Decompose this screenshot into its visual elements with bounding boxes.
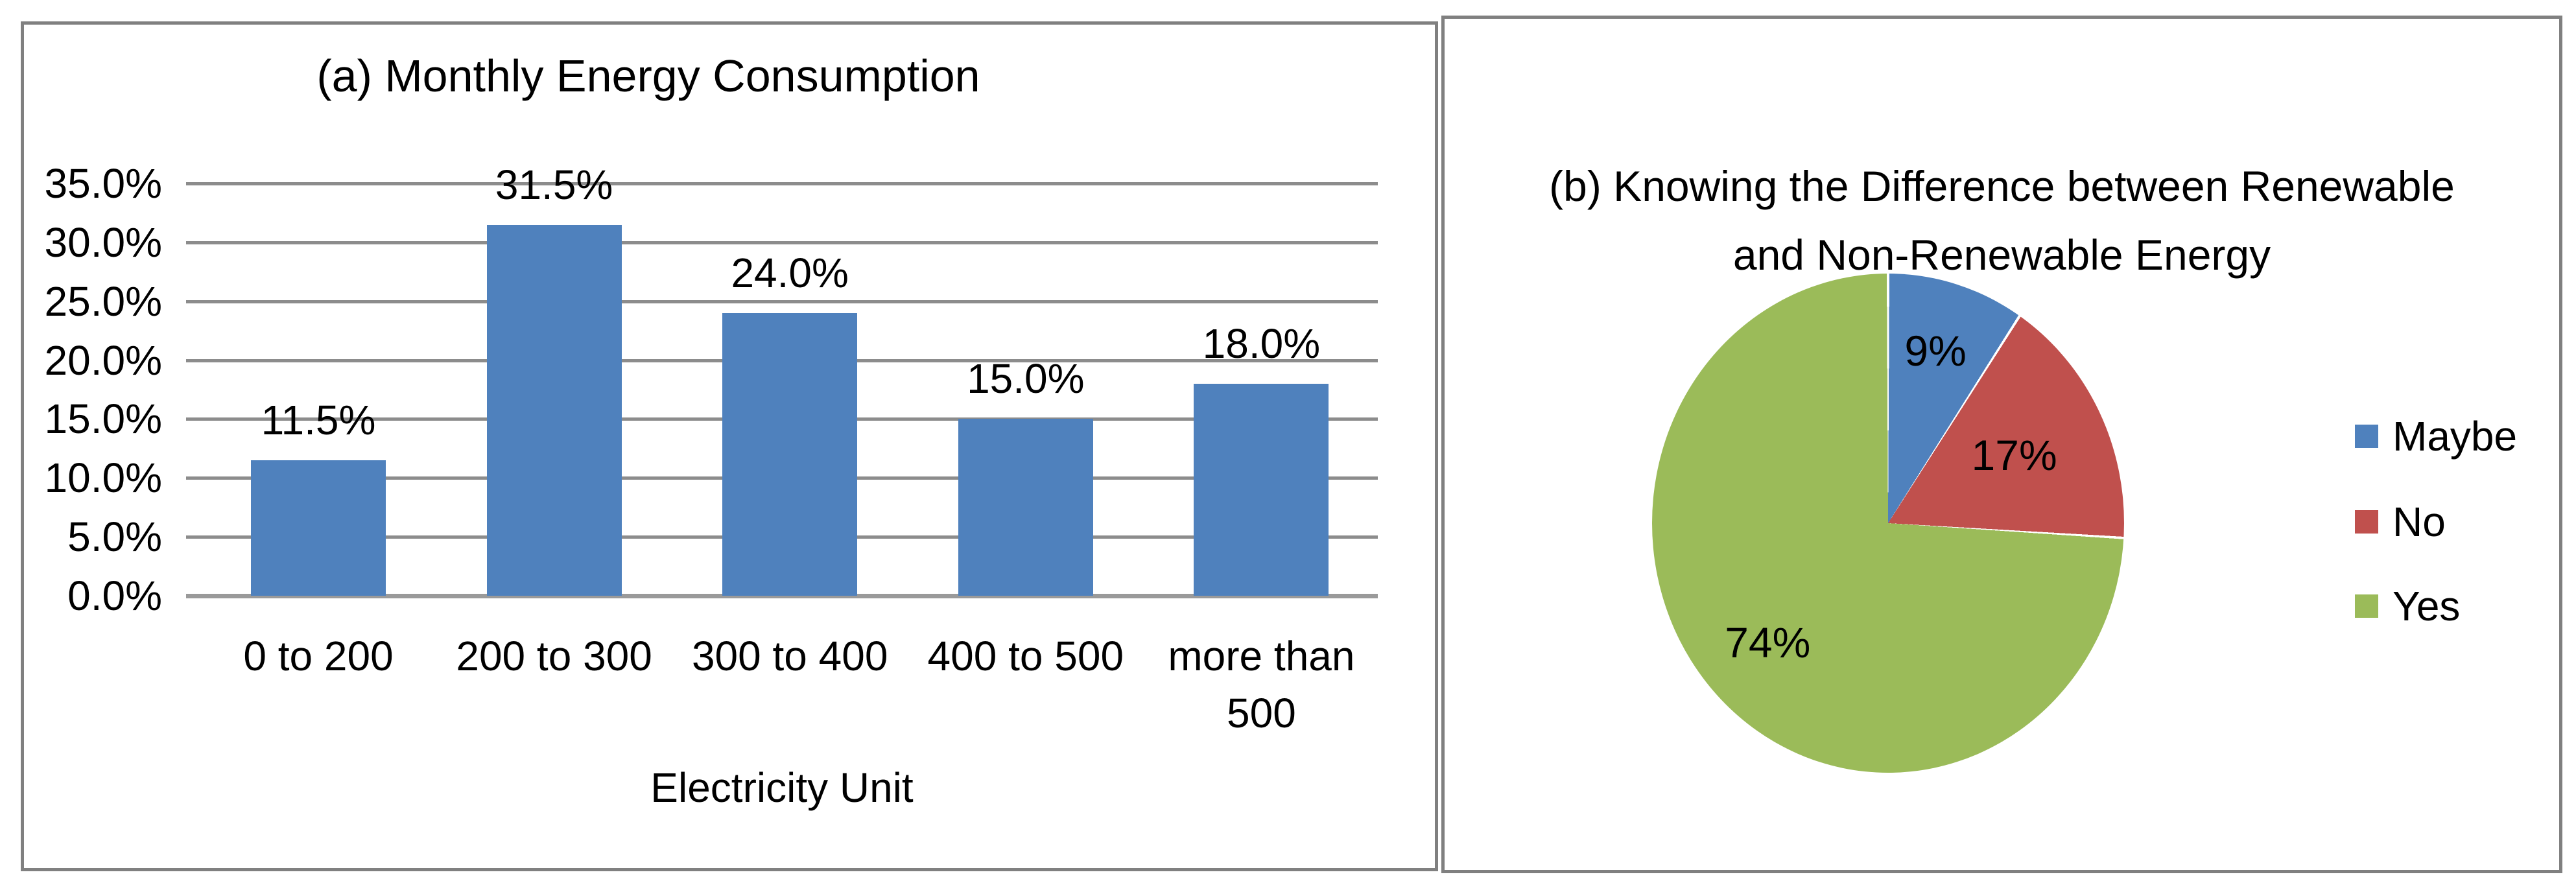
- y-tick-label: 35.0%: [44, 160, 162, 207]
- legend-label-maybe: Maybe: [2393, 413, 2518, 460]
- x-category-label: 0 to 200: [243, 633, 394, 679]
- y-tick-label: 5.0%: [67, 513, 162, 561]
- gridline-30pct: [186, 241, 1378, 244]
- legend-swatch-no: [2355, 510, 2378, 534]
- pie-chart-title-line: and Non-Renewable Energy: [1732, 231, 2271, 279]
- pie-slice-label-no: 17%: [1971, 431, 2057, 480]
- bar-value-label: 31.5%: [495, 161, 613, 208]
- gridline-25pct: [186, 299, 1378, 303]
- y-tick-label: 0.0%: [67, 572, 162, 619]
- pie-chart-title-line: (b) Knowing the Difference between Renew…: [1549, 162, 2455, 210]
- y-tick-label: 15.0%: [44, 395, 162, 443]
- gridline-35pct: [186, 182, 1378, 185]
- bar-300-to-400: [722, 312, 858, 596]
- x-category-label: 400 to 500: [927, 633, 1124, 679]
- x-category-label: more than 500: [1168, 633, 1355, 736]
- bar-more-than-500: [1194, 383, 1329, 596]
- bar-value-label: 15.0%: [967, 355, 1085, 403]
- bar-value-label: 11.5%: [261, 397, 376, 444]
- pie-slice-label-yes: 74%: [1725, 618, 1811, 667]
- legend-label-no: No: [2393, 499, 2446, 545]
- pie-chart-title: (b) Knowing the Difference between Renew…: [1451, 152, 2553, 289]
- bar-400-to-500: [958, 419, 1093, 596]
- bar-chart-title: (a) Monthly Energy Consumption: [316, 51, 980, 101]
- legend-label-yes: Yes: [2393, 583, 2461, 629]
- legend-swatch-maybe: [2355, 425, 2378, 448]
- bar-value-label: 24.0%: [731, 249, 849, 296]
- bar-0-to-200: [251, 460, 386, 596]
- bar-chart-xaxis-title: Electricity Unit: [650, 764, 914, 811]
- y-tick-label: 30.0%: [44, 218, 162, 266]
- pie-slice-label-maybe: 9%: [1904, 326, 1967, 375]
- x-category-label: 200 to 300: [456, 633, 652, 679]
- pie-chart-panel: (b) Knowing the Difference between Renew…: [1441, 16, 2562, 873]
- bar-chart-panel: (a) Monthly Energy Consumption 0.0% 5.0% 1…: [21, 21, 1438, 871]
- x-axis-line: [186, 594, 1378, 598]
- legend-swatch-yes: [2355, 594, 2378, 618]
- bar-200-to-300: [486, 224, 622, 596]
- y-tick-label: 25.0%: [44, 277, 162, 325]
- x-category-label: 300 to 400: [691, 633, 888, 679]
- pie-graphic: [1652, 274, 2124, 773]
- y-tick-label: 10.0%: [44, 454, 162, 502]
- y-tick-label: 20.0%: [44, 336, 162, 384]
- bar-value-label: 18.0%: [1202, 320, 1321, 367]
